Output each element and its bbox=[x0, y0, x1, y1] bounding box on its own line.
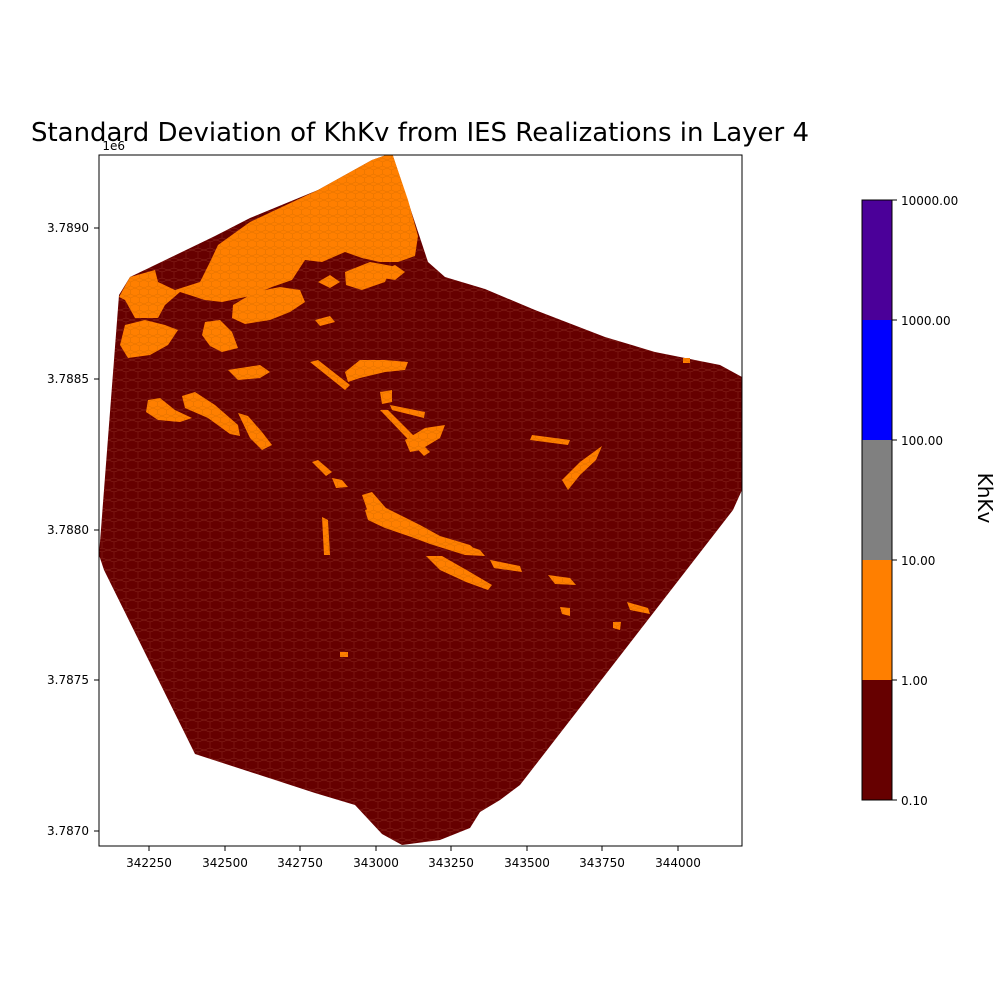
x-tick-label: 342500 bbox=[202, 856, 248, 870]
colorbar-tick-label: 1000.00 bbox=[901, 314, 951, 328]
colorbar-tick-label: 1.00 bbox=[901, 674, 928, 688]
y-tick-label: 3.7890 bbox=[47, 221, 89, 235]
y-tick-label: 3.7870 bbox=[47, 824, 89, 838]
map-plot-area bbox=[99, 155, 742, 845]
x-tick-label: 344000 bbox=[655, 856, 701, 870]
y-offset-label: 1e6 bbox=[102, 139, 125, 153]
x-tick-label: 342750 bbox=[277, 856, 323, 870]
x-tick-label: 343250 bbox=[428, 856, 474, 870]
colorbar-tick-label: 100.00 bbox=[901, 434, 943, 448]
orange-zone-middle-streaks bbox=[146, 360, 602, 490]
orange-zone-upper-islands bbox=[120, 262, 405, 358]
colorbar-label: KhKv bbox=[973, 473, 997, 524]
y-tick-label: 3.7875 bbox=[47, 673, 89, 687]
colorbar-frame bbox=[861, 199, 893, 801]
colorbar-bin bbox=[862, 200, 892, 320]
colorbar-tick-label: 0.10 bbox=[901, 794, 928, 808]
y-tick-label: 3.7885 bbox=[47, 372, 89, 386]
orange-zone-north bbox=[119, 155, 418, 318]
x-axis: 342250 342500 342750 343000 343250 34350… bbox=[126, 846, 701, 870]
x-tick-label: 342250 bbox=[126, 856, 172, 870]
y-axis: 3.7890 3.7885 3.7880 3.7875 3.7870 1e6 bbox=[47, 139, 125, 838]
colorbar-bin bbox=[862, 680, 892, 800]
plot-frame bbox=[98, 154, 743, 847]
colorbar-bin bbox=[862, 440, 892, 560]
colorbar-bin bbox=[862, 320, 892, 440]
colorbar-tick-label: 10000.00 bbox=[901, 194, 958, 208]
chart-title: Standard Deviation of KhKv from IES Real… bbox=[30, 118, 810, 148]
colorbar-tick-label: 10.00 bbox=[901, 554, 935, 568]
x-tick-label: 343500 bbox=[504, 856, 550, 870]
colorbar: 10000.00 1000.00 100.00 10.00 1.00 0.10 … bbox=[861, 194, 997, 808]
model-domain bbox=[99, 155, 742, 845]
y-tick-label: 3.7880 bbox=[47, 523, 89, 537]
x-tick-label: 343750 bbox=[579, 856, 625, 870]
colorbar-bin bbox=[862, 560, 892, 680]
x-tick-label: 343000 bbox=[353, 856, 399, 870]
high-std-zones bbox=[119, 155, 690, 657]
